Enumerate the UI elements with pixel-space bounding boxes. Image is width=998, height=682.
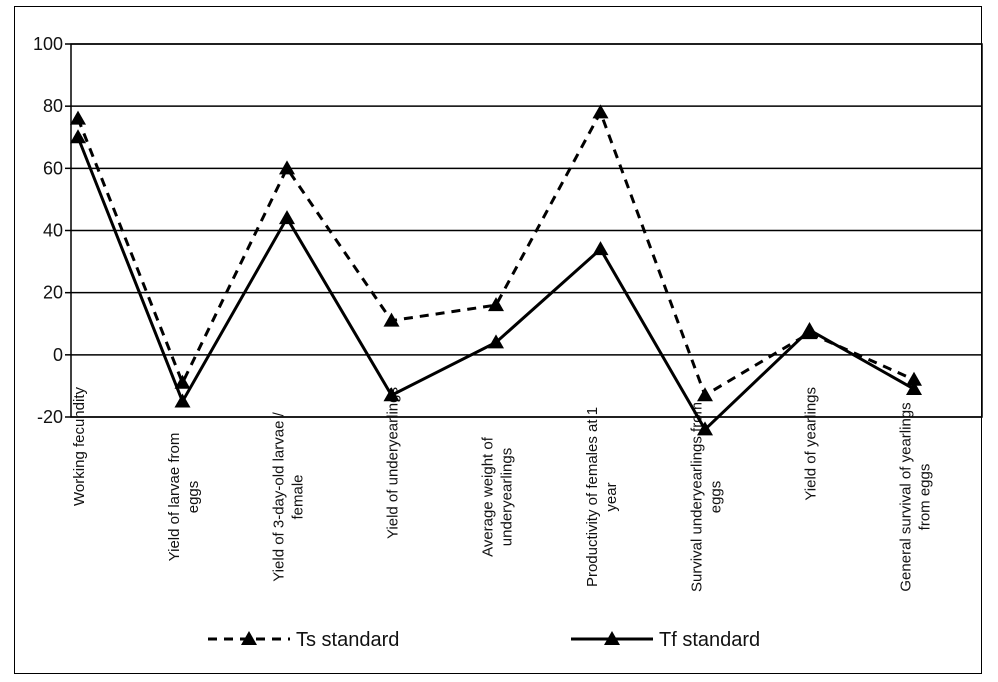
data-point-marker (488, 297, 504, 312)
data-point-marker (174, 374, 191, 389)
series-0 (70, 104, 922, 402)
chart-frame: -20 0 20 40 60 80 100 Working fecundity Yield o… (14, 6, 983, 674)
legend-swatch-marker (241, 631, 257, 645)
series-line (76, 108, 915, 398)
x-category-label: Average weight of underyearlings (480, 436, 516, 557)
series-lines (70, 104, 922, 436)
x-category-label: Yield of larvae from eggs (166, 433, 202, 562)
y-tick-label: 80 (43, 96, 63, 116)
data-point-marker (279, 160, 295, 175)
x-category-label-line: Productivity of females at 1 (584, 407, 601, 587)
data-point-marker (383, 387, 400, 402)
x-category-label: Survival underyearlings from eggs (689, 402, 725, 592)
x-category-label-line: Yield of yearlings (803, 387, 820, 501)
data-point-marker (70, 129, 86, 144)
data-point-marker (697, 387, 713, 402)
legend-swatch-marker (604, 631, 620, 645)
x-category-label-line: Yield of larvae from (166, 433, 183, 562)
data-point-marker (906, 381, 922, 396)
x-category-label-line: year (603, 482, 620, 511)
y-tick-label: -20 (37, 407, 63, 427)
data-point-marker (592, 241, 609, 256)
x-category-label-line: eggs (185, 481, 202, 514)
data-point-marker (279, 210, 295, 225)
x-category-label-line: Yield of 3-day-old larvae / (271, 411, 288, 581)
x-category-label-line: from eggs (917, 464, 934, 531)
legend: Ts standard Tf standard (208, 629, 760, 651)
data-point-marker (70, 110, 86, 125)
x-category-label-line: Average weight of (480, 436, 497, 557)
series-1 (70, 129, 922, 436)
x-category-label-line: Yield of underyearlings (385, 387, 402, 539)
x-category-label-line: Survival underyearlings from (689, 402, 706, 592)
line-chart: -20 0 20 40 60 80 100 Working fecundity Yield o… (33, 34, 983, 651)
y-tick-label: 100 (33, 34, 63, 54)
x-category-label-line: eggs (708, 481, 725, 514)
x-category-label-line: underyearlings (499, 448, 516, 546)
x-category-label: Working fecundity (71, 387, 88, 506)
data-point-marker (697, 421, 713, 436)
x-category-label-line: General survival of yearlings (898, 402, 915, 591)
legend-label: Tf standard (659, 629, 760, 651)
y-tick-label: 40 (43, 221, 63, 241)
x-category-label: Yield of 3-day-old larvae / female (271, 411, 307, 581)
data-point-marker (383, 312, 400, 327)
y-tick-label: 20 (43, 283, 63, 303)
legend-item: Tf standard (571, 629, 760, 651)
x-category-label: Yield of yearlings (803, 387, 820, 501)
data-point-marker (174, 393, 191, 408)
grid-lines (65, 43, 983, 418)
y-tick-label: 0 (53, 345, 63, 365)
data-point-marker (592, 104, 609, 119)
x-category-label-line: female (290, 474, 307, 519)
y-tick-label: 60 (43, 158, 63, 178)
x-axis-category-labels: Working fecundity Yield of larvae from egg… (71, 387, 934, 593)
x-category-label-line: Working fecundity (71, 387, 88, 506)
data-point-marker (488, 334, 504, 349)
legend-label: Ts standard (296, 629, 399, 651)
series-line (76, 136, 915, 432)
data-point-marker (906, 371, 922, 386)
legend-item: Ts standard (208, 629, 399, 651)
x-category-label: Productivity of females at 1 year (584, 407, 620, 587)
y-axis-ticks: -20 0 20 40 60 80 100 (33, 34, 63, 427)
x-category-label: Yield of underyearlings (385, 387, 402, 539)
data-point-marker (801, 321, 818, 336)
x-category-label: General survival of yearlings from eggs (898, 402, 934, 591)
